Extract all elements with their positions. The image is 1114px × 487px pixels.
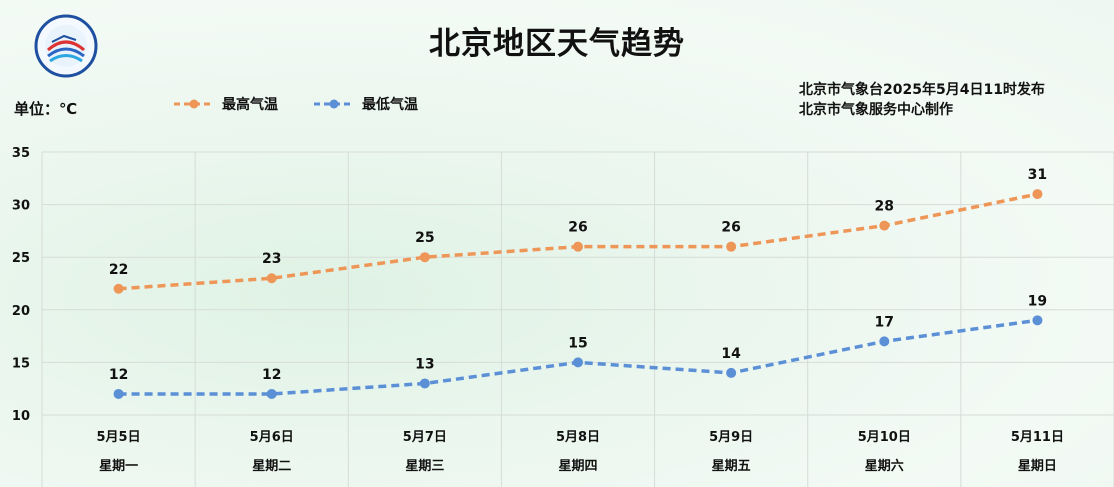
y-tick-label: 15 — [12, 356, 30, 371]
x-tick-label-weekday: 星期三 — [405, 459, 444, 474]
page-title: 北京地区天气趋势 — [429, 26, 685, 62]
data-point-high — [1032, 189, 1043, 200]
legend-high-swatch — [174, 99, 214, 109]
data-label-low: 19 — [1028, 293, 1047, 309]
data-point-high — [726, 241, 737, 252]
data-point-low — [266, 388, 277, 399]
x-tick-label-weekday: 星期一 — [99, 459, 138, 474]
y-tick-label: 30 — [12, 199, 30, 214]
x-tick-label-date: 5月5日 — [97, 430, 141, 445]
data-point-high — [266, 273, 277, 284]
meteorological-service-logo — [34, 14, 98, 78]
series-line-high — [118, 192, 1038, 291]
data-label-low: 12 — [109, 367, 128, 383]
data-point-low — [726, 367, 737, 378]
x-tick-label-date: 5月7日 — [403, 430, 447, 445]
data-point-low — [573, 357, 583, 368]
publisher-line-2: 北京市气象服务中心制作 — [799, 102, 953, 118]
legend-low: 最低气温 — [312, 94, 418, 114]
x-tick-label-date: 5月8日 — [556, 430, 600, 445]
data-label-high: 31 — [1028, 167, 1047, 183]
legend-high: 最高气温 — [172, 94, 278, 114]
data-label-low: 12 — [262, 367, 281, 383]
y-tick-label: 10 — [12, 409, 30, 424]
x-tick-label-weekday: 星期二 — [252, 459, 291, 474]
legend-low-label: 最低气温 — [362, 97, 418, 113]
series-line-low — [118, 318, 1038, 396]
x-tick-label-weekday: 星期日 — [1018, 459, 1057, 474]
data-label-low: 14 — [721, 346, 741, 362]
legend-high-label: 最高气温 — [222, 97, 278, 113]
data-point-low — [113, 388, 124, 399]
y-tick-label: 25 — [12, 251, 30, 266]
unit-label: 单位：℃ — [14, 100, 78, 118]
x-tick-label-weekday: 星期四 — [558, 459, 597, 474]
data-point-high — [419, 252, 430, 263]
y-tick-label: 20 — [12, 304, 30, 319]
data-point-low — [419, 378, 430, 389]
data-label-high: 25 — [415, 230, 434, 246]
publisher-info: 北京市气象台2025年5月4日11时发布 北京市气象服务中心制作 — [799, 80, 1045, 120]
data-label-high: 23 — [262, 251, 281, 267]
x-tick-label-date: 5月6日 — [250, 430, 294, 445]
publisher-line-1: 北京市气象台2025年5月4日11时发布 — [799, 82, 1045, 98]
x-tick-label-date: 5月11日 — [1011, 430, 1064, 445]
x-tick-label-weekday: 星期六 — [865, 458, 904, 474]
x-tick-label-weekday: 星期五 — [712, 459, 751, 474]
data-point-high — [879, 220, 890, 231]
data-label-low: 13 — [415, 356, 434, 372]
data-point-low — [1032, 315, 1043, 326]
data-point-high — [573, 241, 583, 252]
data-label-low: 17 — [875, 314, 894, 330]
legend-low-swatch — [314, 99, 354, 109]
y-tick-label: 35 — [12, 146, 30, 161]
data-point-high — [113, 283, 124, 294]
x-tick-label-date: 5月9日 — [709, 430, 753, 445]
data-label-high: 26 — [721, 220, 740, 236]
data-label-high: 28 — [875, 199, 894, 215]
data-label-high: 26 — [568, 220, 587, 236]
data-point-low — [879, 336, 890, 347]
x-tick-label-date: 5月10日 — [858, 430, 911, 445]
data-label-low: 15 — [568, 335, 587, 351]
data-label-high: 22 — [109, 262, 128, 278]
